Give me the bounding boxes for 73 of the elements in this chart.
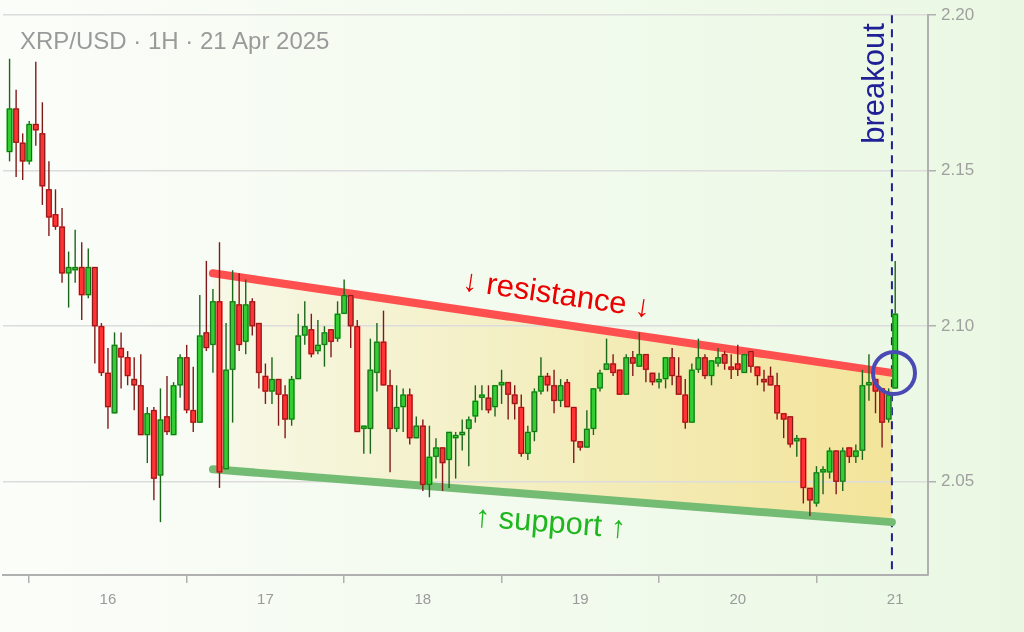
- candlestick: [629, 350, 636, 377]
- candlestick: [144, 406, 151, 464]
- candlestick: [104, 347, 112, 430]
- candlestick: [518, 393, 525, 458]
- candlestick: [308, 313, 315, 358]
- candlestick: [236, 272, 243, 352]
- candlestick: [885, 387, 892, 424]
- candlestick: [892, 260, 899, 390]
- candlestick: [478, 384, 485, 411]
- x-tick-label: 16: [99, 590, 117, 608]
- candlestick: [557, 378, 564, 408]
- series-label: ↑ support ↑: [473, 498, 628, 545]
- x-tick-label: 19: [571, 590, 589, 608]
- candlestick: [26, 120, 33, 166]
- candlestick: [32, 61, 39, 147]
- candlestick: [459, 418, 466, 452]
- candlestick: [662, 356, 669, 390]
- candlestick: [393, 384, 400, 433]
- x-tick-label: 17: [257, 590, 274, 608]
- candlestick: [833, 449, 840, 495]
- candlestick: [419, 418, 426, 492]
- candlestick: [327, 328, 335, 358]
- text: ↓ resistance ↓: [460, 262, 654, 325]
- candlestick: [564, 378, 571, 408]
- x-tick-label: 18: [414, 590, 432, 608]
- candlestick: [741, 353, 748, 374]
- candlestick: [485, 384, 492, 414]
- candlestick: [623, 353, 630, 396]
- candlestick: [196, 294, 203, 424]
- candlestick: [203, 260, 210, 352]
- candlestick: [701, 353, 709, 380]
- candlestick: [163, 375, 171, 436]
- candlestick: [655, 372, 663, 390]
- candlestick: [39, 101, 46, 206]
- candlestick: [642, 353, 649, 383]
- candlestick: [6, 58, 13, 163]
- candlestick: [800, 437, 807, 505]
- candlestick: [839, 446, 846, 492]
- candlestick: [583, 409, 590, 449]
- candlestick: [262, 362, 269, 405]
- candlestick: [78, 241, 85, 321]
- y-tick-label: 2.15: [941, 160, 975, 180]
- candlestick: [669, 347, 676, 386]
- candlestick: [793, 434, 800, 458]
- candlestick: [85, 247, 92, 299]
- candlestick: [806, 487, 813, 517]
- candlestick: [216, 241, 223, 489]
- candlestick: [524, 425, 531, 461]
- candlestick: [400, 387, 407, 433]
- candlestick: [157, 387, 164, 523]
- candlestick: [465, 415, 472, 467]
- y-tick-label: 2.20: [941, 4, 975, 24]
- candlestick: [439, 446, 446, 492]
- candlestick: [721, 350, 728, 371]
- candlestick: [242, 278, 249, 355]
- candlestick: [150, 406, 157, 502]
- x-tick-label: 21: [886, 590, 904, 608]
- candlestick: [288, 375, 295, 427]
- candlestick: [321, 325, 328, 368]
- ref-line-label: breakout: [855, 22, 891, 144]
- candlestick: [636, 331, 643, 368]
- candlestick: [314, 319, 321, 355]
- text: XRP/USD · 1H · 21 Apr 2025: [20, 27, 330, 55]
- y-tick-label: 2.05: [941, 471, 975, 491]
- candlestick: [472, 384, 479, 424]
- x-tick-label: 20: [729, 590, 747, 608]
- candlestick: [209, 288, 217, 374]
- candlestick: [406, 387, 413, 446]
- candlestick: [413, 415, 420, 439]
- candlestick: [111, 331, 118, 414]
- y-tick-label: 2.10: [941, 315, 975, 335]
- candlestick: [603, 337, 610, 371]
- candlestick: [268, 356, 276, 405]
